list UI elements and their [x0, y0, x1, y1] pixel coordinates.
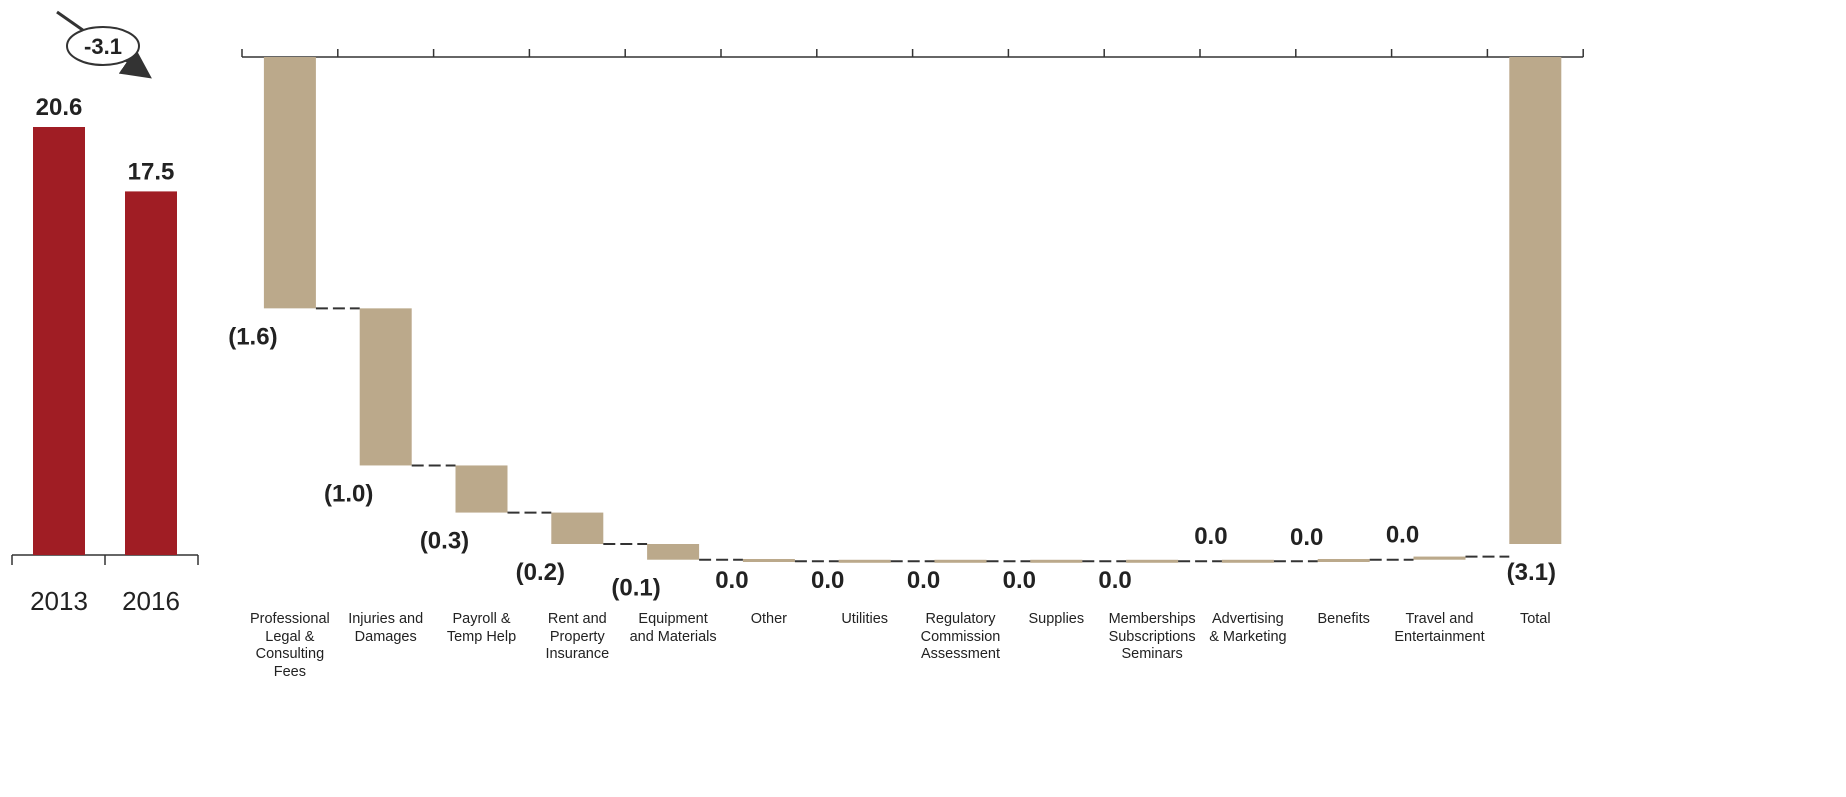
summary-value-label: 20.6 [36, 94, 83, 121]
waterfall-category-label: Supplies [1028, 611, 1085, 627]
waterfall-bar [934, 559, 987, 563]
waterfall-bar [359, 308, 412, 466]
waterfall-value-label: 0.0 [1003, 567, 1036, 594]
waterfall-bar [1221, 559, 1274, 563]
summary-bar-2013 [33, 127, 85, 555]
waterfall-category-label: Rent and Property Insurance [545, 611, 610, 662]
waterfall-category-label: Payroll & Temp Help [446, 611, 517, 645]
waterfall-value-label: (1.0) [324, 480, 373, 507]
waterfall-bar [742, 558, 795, 562]
waterfall-value-label: 0.0 [715, 567, 748, 594]
change-annotation-label: -3.1 [84, 34, 122, 59]
waterfall-category-label: Injuries and Damages [348, 611, 424, 645]
waterfall-value-label: 0.0 [907, 567, 940, 594]
waterfall-bar [551, 512, 604, 544]
summary-category-label: 2013 [30, 586, 88, 616]
waterfall-bar [263, 57, 316, 309]
waterfall-category-label: Utilities [841, 611, 889, 627]
waterfall-bar [647, 544, 700, 560]
waterfall-bar [1126, 559, 1179, 563]
waterfall-value-label: (0.3) [420, 528, 469, 555]
waterfall-category-label: Benefits [1317, 611, 1370, 627]
summary-bar-chart: 20.6 2013 17.5 2016 -3.1 [11, 10, 199, 616]
waterfall-value-label: (0.1) [611, 575, 660, 602]
waterfall-category-label: Memberships Subscriptions Seminars [1108, 611, 1196, 662]
waterfall-category-label: Equipment and Materials [629, 611, 717, 645]
waterfall-category-label: Advertising & Marketing [1209, 611, 1287, 645]
waterfall-value-label: (1.6) [228, 323, 277, 350]
summary-value-label: 17.5 [128, 158, 175, 185]
waterfall-bar [455, 465, 508, 513]
waterfall-category-label: Other [750, 611, 788, 627]
summary-bar-2016 [125, 191, 177, 555]
change-ellipse [66, 26, 140, 66]
waterfall-value-label: (3.1) [1507, 559, 1556, 586]
waterfall-category-label: Travel and Entertainment [1394, 611, 1485, 645]
waterfall-value-label: (0.2) [516, 559, 565, 586]
waterfall-category-label: Professional Legal & Consulting Fees [249, 611, 330, 680]
waterfall-value-label: 0.0 [811, 567, 844, 594]
waterfall-category-label: Regulatory Commission Assessment [920, 611, 1001, 662]
summary-category-label: 2016 [122, 586, 180, 616]
waterfall-bar [1030, 559, 1083, 563]
waterfall-value-label: 0.0 [1098, 567, 1131, 594]
waterfall-value-label: 0.0 [1290, 524, 1323, 551]
waterfall-category-label: Total [1519, 611, 1551, 627]
waterfall-bar [1413, 556, 1466, 560]
waterfall-bar [1509, 57, 1562, 544]
waterfall-value-label: 0.0 [1194, 523, 1227, 550]
waterfall-bar [838, 559, 891, 563]
waterfall-value-label: 0.0 [1386, 522, 1419, 549]
waterfall-bar [1317, 558, 1370, 562]
waterfall-chart: (1.6) (1.0) (0.3) (0.2) (0.1) 0.0 0.0 0.0 0.0 0.0… [228, 49, 1584, 602]
